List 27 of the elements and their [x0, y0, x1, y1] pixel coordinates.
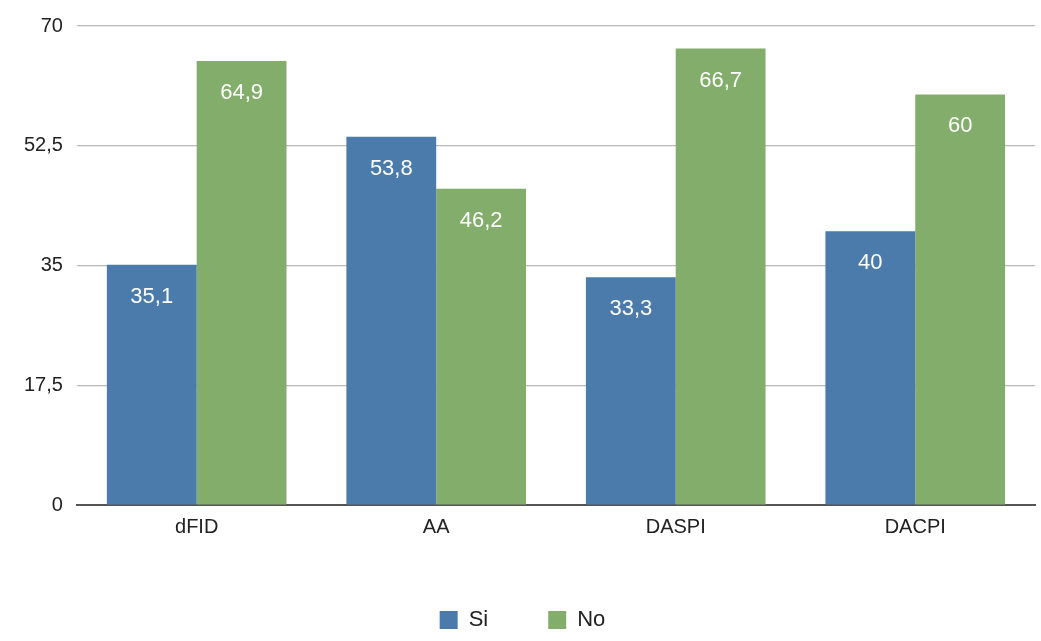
data-label: 46,2	[459, 206, 503, 232]
bar	[675, 48, 766, 505]
bar	[196, 60, 287, 505]
data-label: 66,7	[699, 66, 743, 92]
bar	[825, 231, 916, 505]
data-label: 60	[947, 112, 973, 138]
data-label: 35,1	[130, 282, 174, 308]
x-tick-label: dFID	[175, 514, 219, 537]
y-tick-label: 17,5	[23, 372, 63, 395]
bar	[436, 188, 527, 505]
bar	[915, 94, 1006, 505]
bar	[346, 136, 437, 505]
x-tick-label: DACPI	[884, 514, 946, 537]
data-label: 53,8	[369, 154, 413, 180]
x-tick-label: AA	[422, 514, 451, 537]
bar	[106, 264, 197, 505]
data-label: 40	[858, 249, 883, 275]
y-tick-label: 35	[40, 253, 63, 276]
data-label: 64,9	[220, 78, 264, 104]
y-tick-label: 70	[40, 13, 63, 36]
y-tick-label: 0	[51, 492, 63, 515]
data-label: 33,3	[609, 295, 653, 321]
x-tick-label: DASPI	[645, 514, 706, 537]
legend-label: Si	[468, 606, 489, 632]
y-tick-label: 52,5	[23, 133, 63, 156]
bar	[585, 277, 676, 505]
legend-label: No	[577, 606, 606, 632]
